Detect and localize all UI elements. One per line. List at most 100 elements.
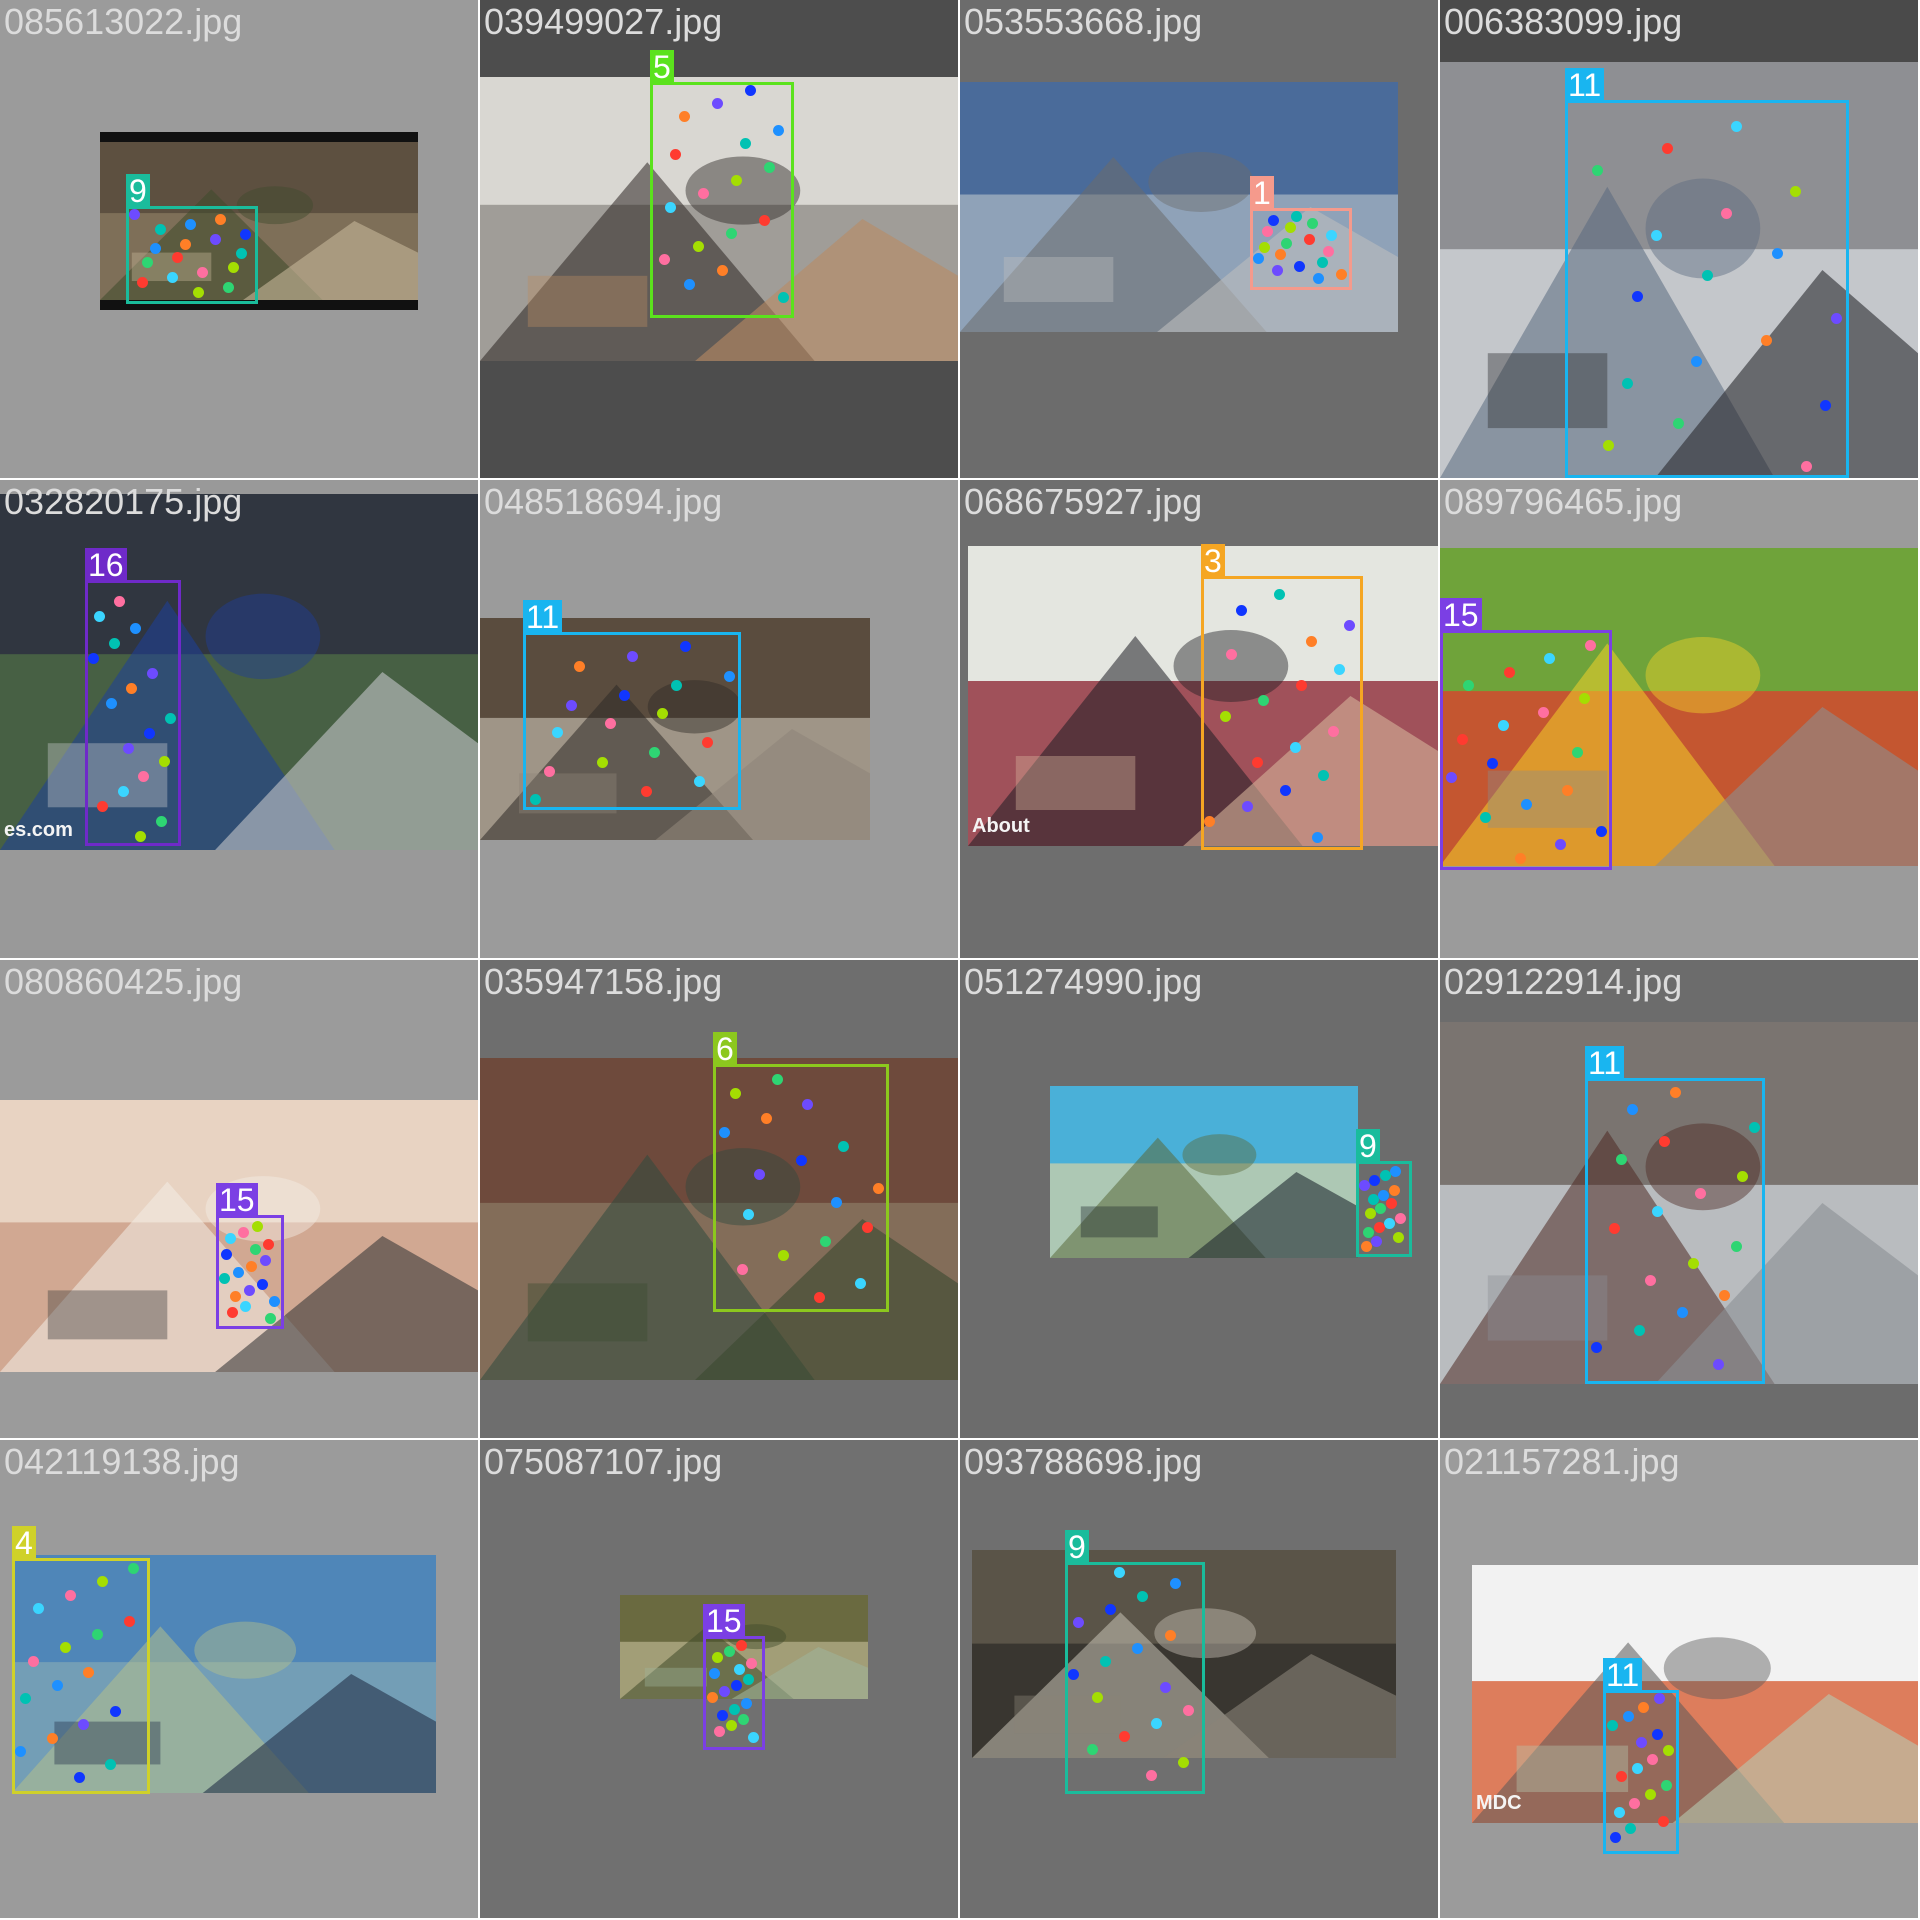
file-name: 080860425.jpg [4,961,243,1002]
keypoint [1676,1307,1688,1319]
keypoint [747,1732,759,1744]
keypoint [1647,1753,1659,1765]
keypoint [15,1745,26,1757]
keypoint [1694,1188,1706,1200]
keypoint [730,1680,742,1692]
file-name: 048518694.jpg [484,481,723,522]
file-name: 085613022.jpg [4,1,243,42]
keypoint [1333,664,1345,676]
keypoint [1658,1815,1670,1827]
keypoint [1159,1681,1171,1693]
keypoint [743,1208,755,1220]
keypoint [1616,1771,1628,1783]
keypoint [1503,666,1515,678]
keypoint [147,668,159,679]
keypoint [138,770,150,782]
keypoint [1688,1257,1700,1269]
keypoint [1555,839,1567,851]
keypoint [718,1686,730,1698]
keypoint [734,1663,746,1675]
photo [480,618,870,840]
keypoint [164,713,176,724]
keypoint [1313,273,1325,285]
keypoint [1760,334,1772,346]
keypoint [754,1169,766,1181]
photo [972,1550,1396,1758]
image-tile: es.com 032820175.jpg 16 [0,480,478,958]
keypoint [93,610,105,622]
keypoint [1164,1629,1176,1641]
keypoint [1636,1737,1647,1749]
keypoint [1615,1153,1627,1165]
bounding-box: 1 [1250,176,1352,290]
keypoint [1712,1359,1724,1371]
keypoint [618,690,630,702]
keypoint [1731,121,1743,133]
keypoint [1730,1240,1742,1252]
keypoint [1771,247,1783,259]
keypoint [1322,245,1334,257]
keypoint [1592,164,1604,176]
file-name: 042119138.jpg [4,1441,240,1482]
keypoint [1100,1655,1112,1667]
keypoint [627,651,638,663]
keypoint [105,698,117,709]
keypoint [1457,733,1469,745]
bounding-box: 9 [1356,1129,1412,1257]
track-id-label: 9 [126,174,150,208]
image-tile: 085613022.jpg 9 [0,0,478,478]
keypoint [719,1127,731,1139]
keypoint [19,1693,31,1704]
keypoint [117,785,129,797]
keypoint [1463,680,1475,692]
keypoint [110,1706,122,1718]
keypoint [1633,1324,1645,1336]
keypoint [135,830,147,842]
keypoint [671,680,683,692]
keypoint [1602,439,1614,451]
keypoint [1178,1757,1190,1769]
keypoint [60,1642,72,1654]
bounding-box: 11 [1603,1658,1679,1854]
keypoint [683,278,695,290]
keypoint [1258,695,1270,707]
keypoint [1609,1832,1621,1844]
keypoint [214,213,226,225]
keypoint [96,800,108,812]
keypoint [1068,1668,1079,1680]
keypoint [773,124,785,136]
keypoint [149,243,161,255]
keypoint [778,291,790,303]
keypoint [778,1250,790,1262]
keypoint [144,728,155,739]
keypoint [740,1697,752,1709]
keypoint [1236,604,1248,616]
file-name: 093788698.jpg [964,1441,1203,1482]
keypoint [760,1113,772,1125]
keypoint [1306,635,1318,647]
keypoint [1183,1705,1195,1717]
watermark-text: es.com [4,819,73,841]
bounding-box: 5 [650,50,794,318]
file-name: 053553668.jpg [964,1,1203,42]
keypoint [1521,798,1532,810]
keypoint [1086,1744,1098,1756]
file-name: 039499027.jpg [484,1,723,42]
keypoint [240,228,252,240]
keypoint [1384,1217,1396,1229]
keypoint [740,137,752,149]
photo [480,77,958,361]
keypoint [51,1679,63,1691]
track-id-label: 3 [1201,544,1225,578]
keypoint [861,1222,873,1234]
keypoint [265,1313,277,1325]
keypoint [88,653,99,664]
keypoint [240,1301,252,1313]
file-name: 021157281.jpg [1444,1441,1680,1482]
keypoint [1621,378,1633,390]
keypoint [219,1272,230,1284]
keypoint [167,272,179,284]
keypoint [701,737,713,749]
image-tile: 075087107.jpg 15 [480,1440,958,1918]
